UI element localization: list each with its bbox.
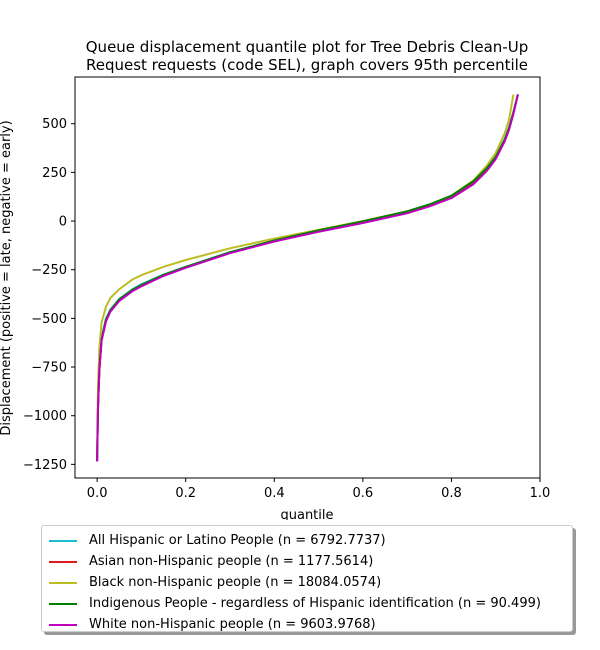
series-layer (96, 94, 519, 462)
legend-label: White non-Hispanic people (n = 9603.9768… (89, 617, 376, 632)
legend-item: All Hispanic or Latino People (n = 6792.… (46, 530, 572, 551)
legend-label: Indigenous People - regardless of Hispan… (89, 596, 541, 611)
plot-frame (74, 76, 541, 479)
y-tick-label: −500 (31, 312, 67, 327)
x-tick-label: 0.0 (87, 486, 108, 501)
y-tick-label: −750 (31, 361, 67, 376)
legend-swatch (49, 539, 77, 542)
legend-swatch (49, 623, 77, 626)
ticks-layer: 0.0 0.2 0.4 0.6 0.8 1.0 500 250 0 −250 −500 −750 −10… (23, 117, 550, 501)
x-tick-label: 0.8 (441, 486, 462, 501)
x-tick-label: 0.4 (264, 486, 285, 501)
legend-item: Indigenous People - regardless of Hispan… (46, 593, 572, 614)
chart: Queue displacement quantile plot for Tre… (0, 38, 550, 520)
y-axis-label: Displacement (positive = late, negative … (0, 120, 14, 435)
legend-item: White non-Hispanic people (n = 9603.9768… (46, 614, 572, 635)
chart-title-line-2: Request requests (code SEL), graph cover… (86, 56, 528, 74)
x-axis-label: quantile (280, 508, 333, 520)
series-line-4 (96, 94, 519, 462)
legend-swatch (49, 602, 77, 605)
series-line-2 (96, 94, 515, 455)
chart-title-line-1: Queue displacement quantile plot for Tre… (86, 38, 528, 56)
y-tick-label: −1000 (23, 409, 67, 424)
y-tick-label: 250 (42, 166, 67, 181)
legend-item: Asian non-Hispanic people (n = 1177.5614… (46, 551, 572, 572)
legend-swatch (49, 581, 77, 584)
x-tick-label: 0.6 (353, 486, 374, 501)
legend-item: Black non-Hispanic people (n = 18084.057… (46, 572, 572, 593)
y-tick-label: −250 (31, 263, 67, 278)
x-tick-label: 0.2 (175, 486, 196, 501)
legend-label: Black non-Hispanic people (n = 18084.057… (89, 575, 382, 590)
legend-label: Asian non-Hispanic people (n = 1177.5614… (89, 554, 374, 569)
y-tick-label: 500 (42, 117, 67, 132)
legend: All Hispanic or Latino People (n = 6792.… (41, 525, 573, 632)
legend-swatch (49, 560, 77, 563)
y-tick-label: −1250 (23, 458, 67, 473)
x-tick-label: 1.0 (530, 486, 551, 501)
legend-label: All Hispanic or Latino People (n = 6792.… (89, 533, 386, 548)
y-tick-label: 0 (59, 215, 67, 230)
